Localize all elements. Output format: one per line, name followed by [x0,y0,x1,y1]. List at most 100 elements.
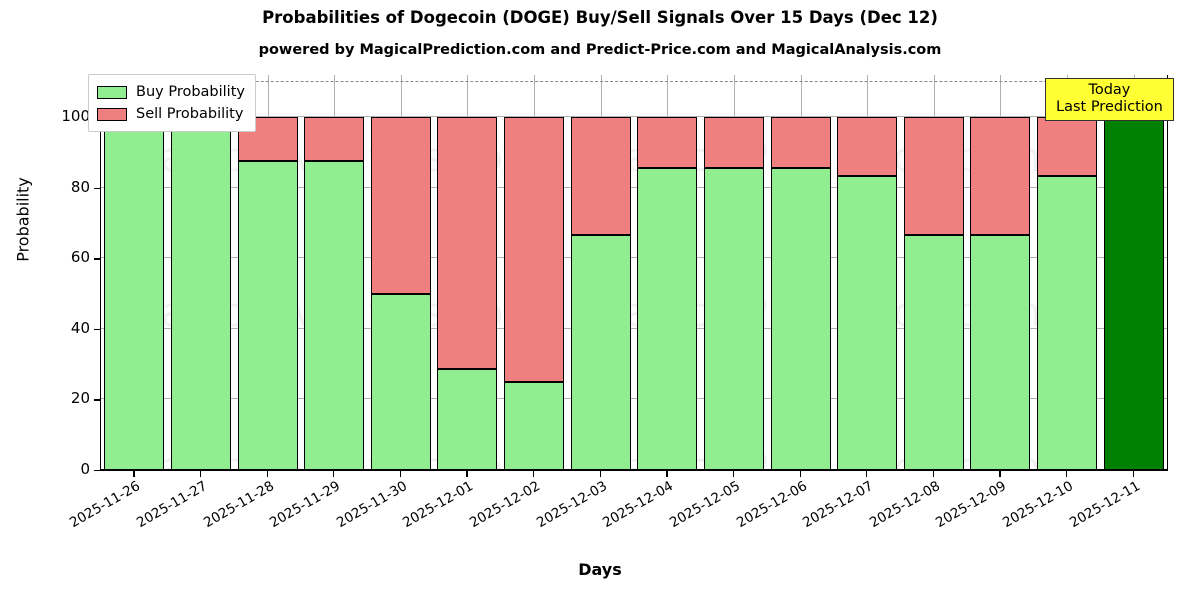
today-annotation-line1: Today [1088,82,1131,98]
bar-column[interactable] [1037,75,1098,470]
gridline-horizontal [101,116,1167,118]
threshold-line [101,81,1167,83]
bar-segment-sell[interactable] [703,117,764,168]
y-tick-mark [94,258,100,260]
bar-segment-buy[interactable] [104,117,165,470]
chart-legend: Buy Probability Sell Probability [88,74,256,132]
x-tick-mark [999,471,1001,477]
gridline-horizontal [101,398,1167,400]
bar-segment-buy[interactable] [570,234,631,470]
x-tick-mark [732,471,735,477]
x-tick-mark [266,471,268,477]
x-tick-label: 2025-12-01 [400,478,477,532]
bar-column[interactable] [370,75,431,470]
bar-segment-buy[interactable] [1037,176,1098,470]
x-tick-label: 2025-11-26 [67,478,144,532]
x-tick-label: 2025-12-04 [600,478,677,532]
bar-column[interactable] [104,75,165,470]
bar-segment-sell[interactable] [903,117,964,235]
bar-column[interactable] [570,75,631,470]
bar-column[interactable] [770,75,831,470]
bar-segment-sell[interactable] [437,117,498,370]
x-tick-label: 2025-12-08 [866,478,943,532]
bar-segment-buy[interactable] [703,167,764,470]
bar-segment-buy[interactable] [837,176,898,470]
bar-segment-buy[interactable] [170,117,231,470]
x-tick-label: 2025-11-28 [200,478,277,532]
x-tick-label: 2025-11-27 [133,478,210,532]
y-tick-label: 40 [70,318,90,337]
bar-column[interactable] [903,75,964,470]
legend-item-sell[interactable]: Sell Probability [97,103,245,125]
legend-label-sell: Sell Probability [136,106,244,122]
bar-column[interactable] [970,75,1031,470]
y-tick-mark [94,470,100,472]
bar-segment-sell[interactable] [837,117,898,177]
bar-column[interactable] [703,75,764,470]
x-tick-mark [399,471,401,477]
bar-segment-buy[interactable] [437,369,498,470]
y-tick-label: 80 [70,177,90,196]
gridline-horizontal [101,257,1167,259]
chart-subtitle: powered by MagicalPrediction.com and Pre… [258,42,942,58]
y-tick-label: 100 [61,107,90,126]
gridline-horizontal [101,186,1167,188]
bar-column[interactable] [237,75,298,470]
legend-item-buy[interactable]: Buy Probability [97,81,245,103]
bar-segment-sell[interactable] [370,117,431,294]
bar-column[interactable] [1103,75,1164,470]
bar-segment-buy[interactable] [637,167,698,470]
x-tick-label: 2025-11-30 [333,478,410,532]
bar-column[interactable] [304,75,365,470]
legend-swatch-sell [97,107,127,121]
x-tick-label: 2025-12-05 [666,478,743,532]
x-tick-label: 2025-12-07 [800,478,877,532]
x-tick-mark [599,471,601,477]
y-tick-mark [94,328,100,331]
bar-segment-sell[interactable] [770,117,831,168]
plot-area: MagicalAnalysis.comMagicalPrediction.com… [100,75,1168,471]
x-tick-mark [466,471,468,477]
bar-segment-buy[interactable] [237,161,298,470]
x-tick-mark [199,471,202,477]
bar-segment-sell[interactable] [970,117,1031,235]
bar-segment-sell[interactable] [504,117,565,382]
today-annotation: Today Last Prediction [1045,78,1174,122]
x-tick-mark [799,471,801,477]
bar-segment-buy[interactable] [504,381,565,470]
today-annotation-line2: Last Prediction [1056,98,1163,115]
x-tick-label: 2025-12-09 [933,478,1010,532]
bar-segment-today[interactable] [1103,117,1164,470]
bar-column[interactable] [504,75,565,470]
x-tick-label: 2025-11-29 [267,478,344,532]
legend-swatch-buy [97,85,127,99]
bar-column[interactable] [837,75,898,470]
bar-column[interactable] [170,75,231,470]
bar-segment-buy[interactable] [970,234,1031,470]
gridline-horizontal [101,327,1167,329]
x-axis-label: Days [578,560,622,579]
bar-segment-buy[interactable] [370,293,431,470]
x-tick-mark [333,471,335,477]
x-tick-label: 2025-12-02 [467,478,544,532]
x-tick-label: 2025-12-11 [1066,478,1143,532]
bar-segment-buy[interactable] [304,161,365,470]
y-tick-mark [94,187,100,190]
bar-segment-sell[interactable] [304,117,365,162]
x-tick-mark [1066,471,1068,477]
x-tick-mark [932,471,934,477]
gridline-horizontal [101,469,1167,470]
x-tick-mark [866,471,868,477]
y-tick-label: 60 [70,248,90,267]
legend-label-buy: Buy Probability [136,84,245,100]
bar-series-layer [101,75,1167,470]
bar-segment-sell[interactable] [637,117,698,168]
bar-column[interactable] [437,75,498,470]
bar-segment-buy[interactable] [903,234,964,470]
bar-segment-sell[interactable] [1037,117,1098,177]
y-tick-label: 0 [80,460,90,478]
bar-segment-sell[interactable] [570,117,631,235]
bar-column[interactable] [637,75,698,470]
bar-segment-buy[interactable] [770,167,831,470]
